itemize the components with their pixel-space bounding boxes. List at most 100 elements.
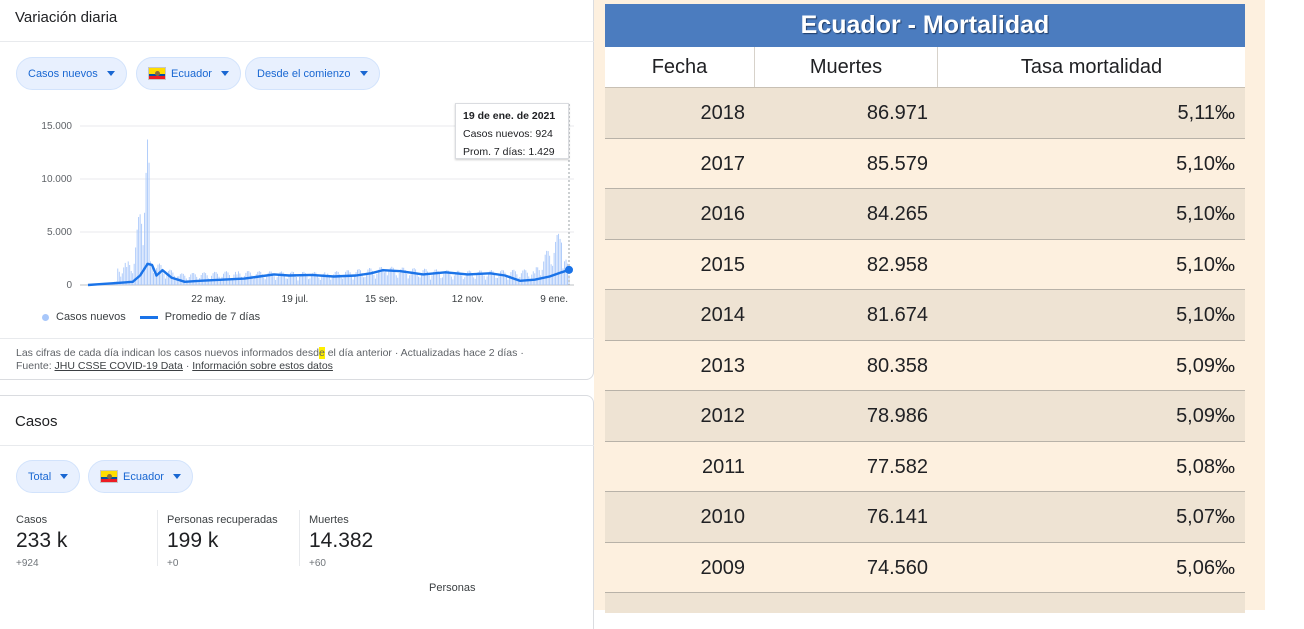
cell-rate: 5,11‰ <box>1177 102 1235 124</box>
total-filter-chip[interactable]: Total <box>16 460 81 493</box>
info-link[interactable]: Información sobre estos datos <box>192 360 333 372</box>
case-bar <box>410 271 412 285</box>
y-tick-label: 10.000 <box>41 174 72 185</box>
case-bar <box>160 265 162 285</box>
column-header-year: Fecha <box>605 47 755 87</box>
case-bar <box>540 275 542 285</box>
case-bar <box>293 272 294 285</box>
daily-cases-chart[interactable]: 22 may. 19 jul. 15 sep. 12 nov. 9 ene. 0 5.00… <box>0 0 594 310</box>
note-text-highlight: e <box>318 347 325 359</box>
case-bar <box>193 272 195 285</box>
case-bar <box>424 268 425 285</box>
ecuador-flag-icon <box>148 67 166 80</box>
stat-delta: +0 <box>167 558 179 569</box>
stat-separator <box>157 510 158 566</box>
metric-filter-chip[interactable]: Casos nuevos <box>16 57 127 90</box>
source-link[interactable]: JHU CSSE COVID-19 Data <box>54 360 183 372</box>
case-bar <box>486 276 488 285</box>
case-bar <box>361 273 363 285</box>
table-row: 2012 78.986 5,09‰ <box>605 391 1245 442</box>
case-bar <box>440 278 442 285</box>
case-bar <box>336 271 338 285</box>
case-bar <box>476 274 478 285</box>
case-bar <box>498 274 500 285</box>
country-filter-chip[interactable]: Ecuador <box>136 57 241 90</box>
case-bar <box>386 275 388 285</box>
tooltip-average: Prom. 7 días: 1.429 <box>463 146 555 158</box>
case-bar <box>503 270 504 285</box>
case-bar <box>291 271 293 285</box>
cell-deaths: 81.674 <box>866 304 928 326</box>
case-bar <box>525 270 527 285</box>
case-bar <box>437 270 439 285</box>
case-bar <box>190 274 192 285</box>
case-bar <box>522 270 524 285</box>
case-bar <box>270 271 272 285</box>
case-bar <box>294 273 296 285</box>
case-bar <box>252 279 254 285</box>
total-filter-label: Total <box>28 470 52 483</box>
case-bar <box>526 272 528 285</box>
y-tick-label: 0 <box>66 280 72 291</box>
chevron-down-icon <box>106 71 115 76</box>
case-bar <box>400 269 402 285</box>
case-bar <box>360 270 361 285</box>
mortality-table-title: Ecuador - Mortalidad <box>605 4 1245 47</box>
note-text-1: Las cifras de cada día indican los casos… <box>16 347 319 359</box>
case-bar <box>520 273 522 285</box>
y-tick-label: 5.000 <box>47 227 72 238</box>
case-bar <box>136 229 138 285</box>
stat-separator <box>299 510 300 566</box>
case-bar <box>148 162 150 285</box>
case-bar <box>398 273 400 285</box>
cell-deaths: 85.579 <box>866 152 928 175</box>
case-bar <box>556 235 558 285</box>
separator-dot: · <box>185 360 190 372</box>
cell-deaths: 86.971 <box>866 102 928 124</box>
range-filter-label: Desde el comienzo <box>257 67 351 80</box>
case-bar <box>300 273 302 285</box>
case-bar <box>327 273 329 285</box>
case-bar <box>446 269 448 285</box>
case-bar <box>382 268 384 285</box>
x-tick-label: 12 nov. <box>452 294 484 305</box>
data-note: Las cifras de cada día indican los casos… <box>16 347 586 373</box>
case-bar <box>452 279 454 285</box>
case-bar <box>461 275 463 285</box>
case-bar <box>261 274 263 285</box>
cases-country-chip[interactable]: Ecuador <box>88 460 193 493</box>
case-bar <box>504 272 506 285</box>
legend-bars-label: Casos nuevos <box>56 311 126 323</box>
case-bar <box>173 275 175 285</box>
case-bar <box>301 272 303 285</box>
case-bar <box>215 272 217 285</box>
case-bar <box>482 272 484 285</box>
case-bar <box>345 271 347 285</box>
cell-year: 2017 <box>700 152 746 175</box>
case-bar <box>147 139 149 285</box>
note-divider <box>0 338 594 339</box>
case-bar <box>315 272 317 285</box>
case-bar <box>299 276 300 285</box>
table-row: 2016 84.265 5,10‰ <box>605 189 1245 240</box>
case-bar <box>135 247 137 285</box>
case-bar <box>288 275 290 285</box>
case-bar <box>394 270 396 285</box>
table-header-cut: Personas <box>429 582 476 594</box>
case-bar <box>397 277 399 285</box>
x-tick-label: 15 sep. <box>365 294 398 305</box>
case-bar <box>297 280 299 285</box>
case-bar <box>310 275 312 285</box>
case-bar <box>275 279 277 285</box>
cell-year: 2015 <box>700 253 746 276</box>
case-bar <box>167 271 169 285</box>
case-bar <box>121 273 123 285</box>
case-bar <box>477 271 479 285</box>
legend-line-swatch <box>139 315 158 319</box>
range-filter-chip[interactable]: Desde el comienzo <box>245 57 380 90</box>
case-bar <box>319 279 321 285</box>
case-bar <box>434 269 436 285</box>
case-bar <box>164 278 166 285</box>
case-bar <box>447 270 449 285</box>
case-bar <box>129 265 131 285</box>
